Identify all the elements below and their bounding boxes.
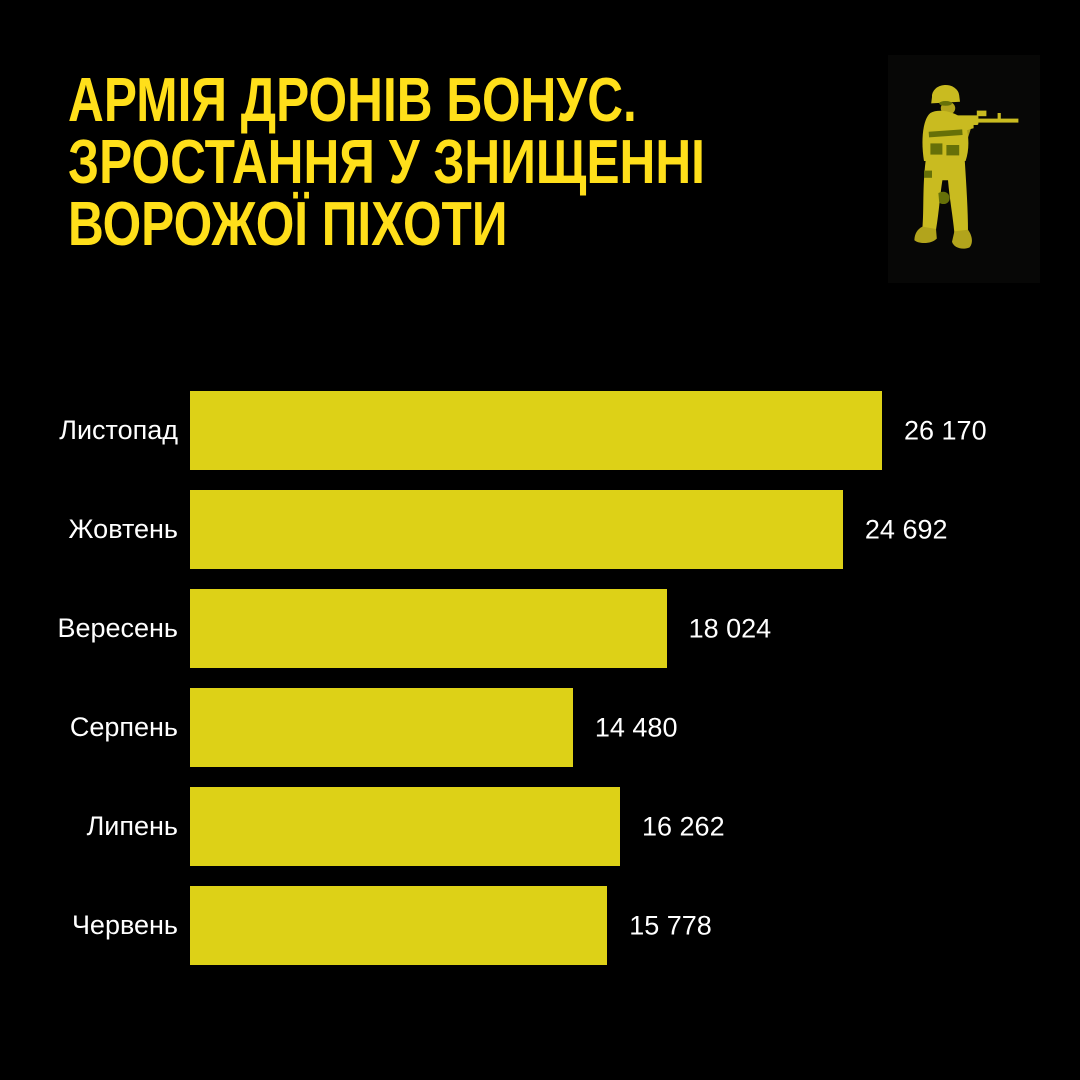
- page-title: АРМІЯ ДРОНІВ БОНУС. ЗРОСТАННЯ У ЗНИЩЕННІ…: [68, 70, 868, 256]
- bar: [190, 688, 573, 767]
- page-title-line-1: АРМІЯ ДРОНІВ БОНУС.: [68, 66, 637, 135]
- page-title-line-3: ВОРОЖОЇ ПІХОТИ: [68, 190, 508, 259]
- value-label: 24 692: [864, 514, 948, 544]
- bar-track: 15 778: [190, 886, 882, 965]
- bar: [190, 886, 608, 965]
- soldier-image-panel: [888, 55, 1040, 283]
- bar-track: 18 024: [190, 589, 882, 668]
- chart-row: Червень 15 778: [0, 886, 1080, 965]
- bar-track: 14 480: [190, 688, 882, 767]
- bar-track: 24 692: [190, 490, 948, 569]
- bar-track: 16 262: [190, 787, 882, 866]
- value-label: 15 778: [629, 910, 712, 940]
- chart-row: Листопад 26 170: [0, 391, 1080, 470]
- value-label: 26 170: [904, 415, 987, 445]
- bar: [190, 391, 882, 470]
- category-label: Серпень: [69, 712, 178, 742]
- soldier-with-rifle-icon: [914, 84, 1019, 249]
- page-title-line-2: ЗРОСТАННЯ У ЗНИЩЕННІ: [68, 128, 705, 197]
- category-label: Листопад: [59, 415, 178, 445]
- value-label: 14 480: [594, 712, 678, 742]
- bar-chart: Листопад 26 170 Жовтень 24 692 Вересень …: [0, 391, 1080, 985]
- chart-row: Липень 16 262: [0, 787, 1080, 866]
- bar: [190, 490, 843, 569]
- category-label: Липень: [86, 811, 178, 841]
- chart-row: Серпень 14 480: [0, 688, 1080, 767]
- value-label: 16 262: [642, 811, 725, 841]
- chart-row: Жовтень 24 692: [0, 490, 1080, 569]
- bar: [190, 589, 667, 668]
- bar: [190, 787, 620, 866]
- chart-row: Вересень 18 024: [0, 589, 1080, 668]
- bar-track: 26 170: [190, 391, 987, 470]
- value-label: 18 024: [688, 613, 772, 643]
- category-label: Вересень: [57, 613, 178, 643]
- category-label: Червень: [71, 910, 178, 940]
- category-label: Жовтень: [68, 514, 178, 544]
